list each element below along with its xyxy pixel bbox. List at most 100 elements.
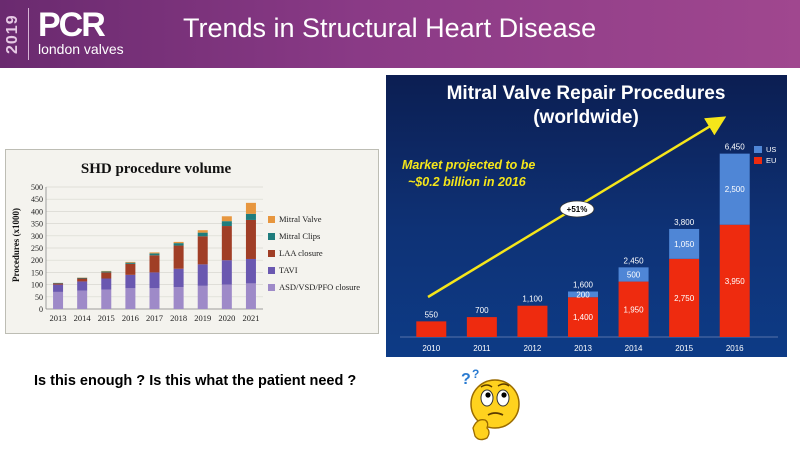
slide-title: Trends in Structural Heart Disease bbox=[183, 13, 597, 43]
growth-badge bbox=[559, 200, 595, 218]
legend-swatch bbox=[268, 267, 275, 274]
bar-segment bbox=[125, 261, 136, 263]
bar-segment bbox=[669, 228, 700, 259]
x-tick-label: 2014 bbox=[74, 313, 92, 323]
svg-text:?: ? bbox=[472, 367, 479, 381]
segment-value-label: 1,050 bbox=[674, 240, 695, 249]
bar-segment bbox=[77, 277, 88, 279]
x-tick-label: 2016 bbox=[122, 313, 139, 323]
bar-segment bbox=[618, 267, 649, 282]
total-value-label: 700 bbox=[475, 306, 489, 315]
legend-label: Mitral Clips bbox=[279, 231, 320, 241]
bar-segment bbox=[77, 278, 88, 282]
y-tick-label: 350 bbox=[31, 220, 43, 229]
total-value-label: 550 bbox=[425, 310, 439, 319]
legend-label: EU bbox=[766, 156, 776, 165]
bar-segment bbox=[719, 224, 750, 337]
y-tick-label: 300 bbox=[31, 232, 43, 241]
x-tick-label: 2017 bbox=[146, 313, 163, 323]
bar-segment bbox=[173, 243, 184, 246]
y-tick-label: 250 bbox=[31, 244, 43, 253]
shd-chart-title: SHD procedure volume bbox=[81, 161, 232, 177]
y-tick-label: 0 bbox=[39, 305, 43, 314]
bar-segment bbox=[53, 291, 64, 309]
bar-segment bbox=[221, 284, 232, 309]
x-tick-label: 2010 bbox=[422, 344, 440, 353]
growth-label: +51% bbox=[567, 205, 588, 214]
question-marks-icon: ? bbox=[461, 371, 471, 388]
x-tick-label: 2015 bbox=[98, 313, 115, 323]
total-value-label: 6,450 bbox=[725, 143, 746, 152]
bar-segment bbox=[149, 255, 160, 273]
y-tick-label: 200 bbox=[31, 256, 43, 265]
shd-volume-chart-svg: SHD procedure volume Procedures (x1000) … bbox=[11, 161, 360, 323]
bar-segment bbox=[197, 236, 208, 265]
thinking-face-icon: ? ? bbox=[461, 367, 520, 441]
legend-label: US bbox=[766, 145, 776, 154]
bar-segment bbox=[53, 284, 64, 292]
shd-volume-chart: SHD procedure volume Procedures (x1000) … bbox=[5, 149, 379, 334]
bar-segment bbox=[221, 221, 232, 227]
bar-segment bbox=[197, 264, 208, 286]
bar-segment bbox=[245, 283, 256, 309]
bar-segment bbox=[245, 258, 256, 284]
y-tick-label: 50 bbox=[35, 293, 43, 302]
bar-segment bbox=[125, 262, 136, 264]
x-tick-label: 2020 bbox=[218, 313, 235, 323]
bar-segment bbox=[245, 219, 256, 259]
x-tick-label: 2021 bbox=[242, 313, 259, 323]
bar-segment bbox=[53, 283, 64, 285]
bar-segment bbox=[149, 252, 160, 254]
conference-year: 2019 bbox=[4, 14, 21, 54]
segment-value-label: 200 bbox=[576, 290, 590, 299]
x-tick-label: 2016 bbox=[726, 344, 744, 353]
x-tick-label: 2014 bbox=[625, 344, 643, 353]
market-annotation-line1: Market projected to be bbox=[402, 158, 535, 172]
bar-segment bbox=[618, 281, 649, 337]
total-value-label: 2,450 bbox=[624, 256, 645, 265]
bar-segment bbox=[197, 232, 208, 237]
legend-label: ASD/VSD/PFO closure bbox=[279, 282, 360, 292]
x-tick-label: 2012 bbox=[524, 344, 542, 353]
bar-segment bbox=[221, 216, 232, 222]
bar-segment bbox=[221, 260, 232, 285]
x-tick-label: 2013 bbox=[574, 344, 592, 353]
bar-segment bbox=[101, 278, 112, 290]
legend-swatch bbox=[268, 284, 275, 291]
bar-segment bbox=[197, 285, 208, 309]
bar-segment bbox=[173, 287, 184, 309]
y-tick-label: 450 bbox=[31, 195, 43, 204]
bar-segment bbox=[149, 272, 160, 289]
bar-segment bbox=[197, 230, 208, 233]
mitral-repair-chart: Mitral Valve Repair Procedures (worldwid… bbox=[386, 75, 787, 357]
market-annotation-line2: ~$0.2 billion in 2016 bbox=[408, 175, 527, 189]
bar-segment bbox=[221, 226, 232, 261]
x-tick-label: 2019 bbox=[194, 313, 211, 323]
shd-y-axis-label: Procedures (x1000) bbox=[11, 208, 21, 282]
y-tick-label: 150 bbox=[31, 268, 43, 277]
mitral-chart-subtitle: (worldwide) bbox=[533, 107, 639, 128]
segment-value-label: 1,950 bbox=[624, 305, 645, 314]
segment-value-label: 1,400 bbox=[573, 313, 594, 322]
bar-segment bbox=[101, 271, 112, 273]
legend-label: TAVI bbox=[279, 265, 298, 275]
segment-value-label: 3,950 bbox=[725, 277, 746, 286]
logo-subtitle: london valves bbox=[38, 41, 124, 57]
total-value-label: 3,800 bbox=[674, 218, 695, 227]
bar-segment bbox=[669, 258, 700, 337]
x-tick-label: 2018 bbox=[170, 313, 187, 323]
bar-segment bbox=[719, 153, 750, 225]
y-tick-label: 400 bbox=[31, 207, 43, 216]
bar-segment bbox=[173, 245, 184, 269]
x-tick-label: 2013 bbox=[50, 313, 67, 323]
total-value-label: 1,100 bbox=[522, 295, 543, 304]
bar-segment bbox=[173, 241, 184, 244]
logo-divider bbox=[28, 8, 29, 60]
legend-label: Mitral Valve bbox=[279, 214, 322, 224]
question-text: Is this enough ? Is this what the patien… bbox=[34, 373, 357, 389]
legend-swatch bbox=[268, 250, 275, 257]
bar-segment bbox=[125, 288, 136, 309]
legend-swatch bbox=[268, 233, 275, 240]
segment-value-label: 2,750 bbox=[674, 294, 695, 303]
bar-segment bbox=[101, 289, 112, 309]
